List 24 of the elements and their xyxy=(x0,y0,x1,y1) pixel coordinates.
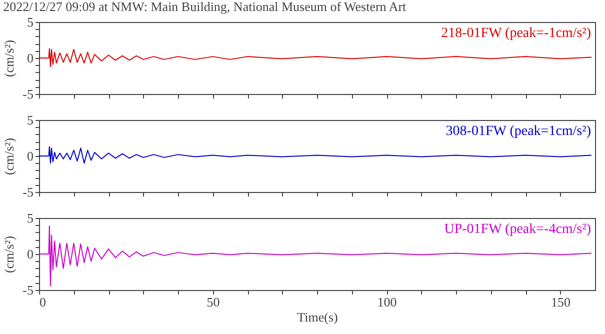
chart-title: 2022/12/27 09:09 at NMW: Main Building, National Museum of Western Art xyxy=(3,0,407,14)
y-tick-label: 5 xyxy=(27,112,34,128)
y-tick-label: 0 xyxy=(27,246,34,262)
y-tick-label: 5 xyxy=(27,210,34,226)
line-series xyxy=(38,146,592,164)
y-tick-label: 0 xyxy=(27,148,34,164)
x-tick-label: 0 xyxy=(40,294,46,310)
annotation: UP-01FW (peak=-4cm/s²) xyxy=(444,222,592,237)
y-tick-label: -5 xyxy=(22,184,34,200)
y-axis-title: (cm/s²) xyxy=(2,40,17,78)
line-series xyxy=(38,48,592,68)
y-tick-label: 0 xyxy=(27,50,34,66)
annotation: 218-01FW (peak=-1cm/s²) xyxy=(441,26,592,41)
y-tick-label: -5 xyxy=(22,86,34,102)
x-tick-label: 150 xyxy=(551,294,570,310)
x-axis-title: Time(s) xyxy=(297,310,338,324)
annotation: 308-01FW (peak=1cm/s²) xyxy=(446,124,592,139)
x-tick-label: 100 xyxy=(377,294,397,310)
y-axis-title: (cm/s²) xyxy=(2,236,17,274)
x-tick-label: 50 xyxy=(206,294,220,310)
y-tick-label: -5 xyxy=(22,282,34,298)
y-axis-title: (cm/s²) xyxy=(2,138,17,176)
y-tick-label: 5 xyxy=(27,14,34,30)
line-series xyxy=(38,225,592,286)
